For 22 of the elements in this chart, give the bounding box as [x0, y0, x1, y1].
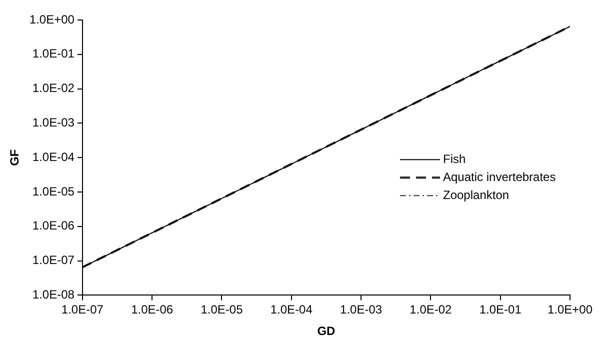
y-tick-label: 1.0E-04 [32, 150, 75, 164]
y-tick-label: 1.0E-05 [32, 184, 75, 198]
y-tick-label: 1.0E-01 [32, 46, 75, 61]
x-tick-label: 1.0E-04 [270, 302, 313, 317]
y-tick-label: 1.0E-06 [32, 218, 75, 233]
y-tick-label: 1.0E+00 [29, 12, 75, 26]
x-tick-label: 1.0E-02 [410, 302, 452, 317]
x-tick-label: 1.0E-01 [479, 302, 522, 317]
x-tick-label: 1.0E-05 [200, 302, 244, 317]
x-tick-label: 1.0E-07 [61, 302, 104, 317]
y-tick-label: 1.0E-02 [32, 81, 75, 96]
x-tick-label: 1.0E-06 [131, 302, 174, 317]
legend-label: Aquatic invertebrates [443, 170, 556, 184]
y-axis-title: GF [8, 149, 22, 166]
x-axis-title: GD [317, 324, 336, 338]
y-tick-label: 1.0E-08 [32, 288, 75, 302]
y-tick-label: 1.0E-07 [32, 253, 75, 268]
x-tick-label: 1.0E-03 [340, 302, 382, 317]
legend-label: Zooplankton [443, 188, 510, 202]
x-tick-label: 1.0E+00 [547, 302, 593, 317]
legend-label: Fish [443, 152, 466, 166]
y-tick-label: 1.0E-03 [32, 116, 75, 130]
